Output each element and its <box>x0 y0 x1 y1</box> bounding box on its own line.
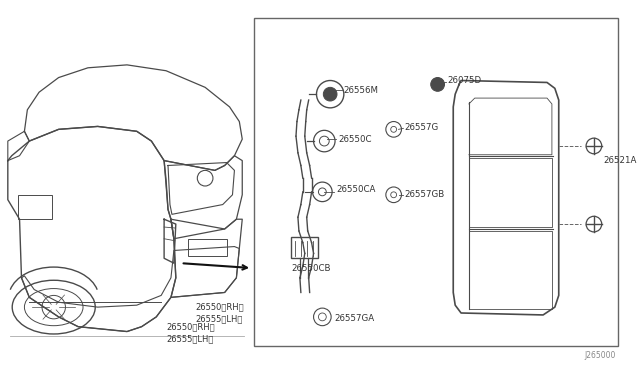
Text: 26550C: 26550C <box>338 135 371 144</box>
Text: 26550〈RH〉: 26550〈RH〉 <box>166 322 214 331</box>
Text: 26521A: 26521A <box>604 156 637 165</box>
Text: J265000: J265000 <box>584 351 616 360</box>
Text: 26550〈RH〉: 26550〈RH〉 <box>195 303 244 312</box>
Bar <box>188 239 227 256</box>
Circle shape <box>431 78 444 91</box>
Circle shape <box>323 87 337 101</box>
Text: 26075D: 26075D <box>447 76 481 85</box>
Text: 26557GB: 26557GB <box>404 190 445 199</box>
Bar <box>17 195 52 219</box>
Text: 26557GA: 26557GA <box>334 314 374 323</box>
Text: 26550CB: 26550CB <box>291 263 331 273</box>
Text: 26556M: 26556M <box>344 86 379 95</box>
Bar <box>291 237 319 258</box>
Text: 26550CA: 26550CA <box>336 185 376 195</box>
Text: 26557G: 26557G <box>404 123 438 132</box>
Text: 26555〈LH〉: 26555〈LH〉 <box>195 314 243 323</box>
Bar <box>254 18 618 346</box>
Text: 26555〈LH〉: 26555〈LH〉 <box>166 334 213 343</box>
